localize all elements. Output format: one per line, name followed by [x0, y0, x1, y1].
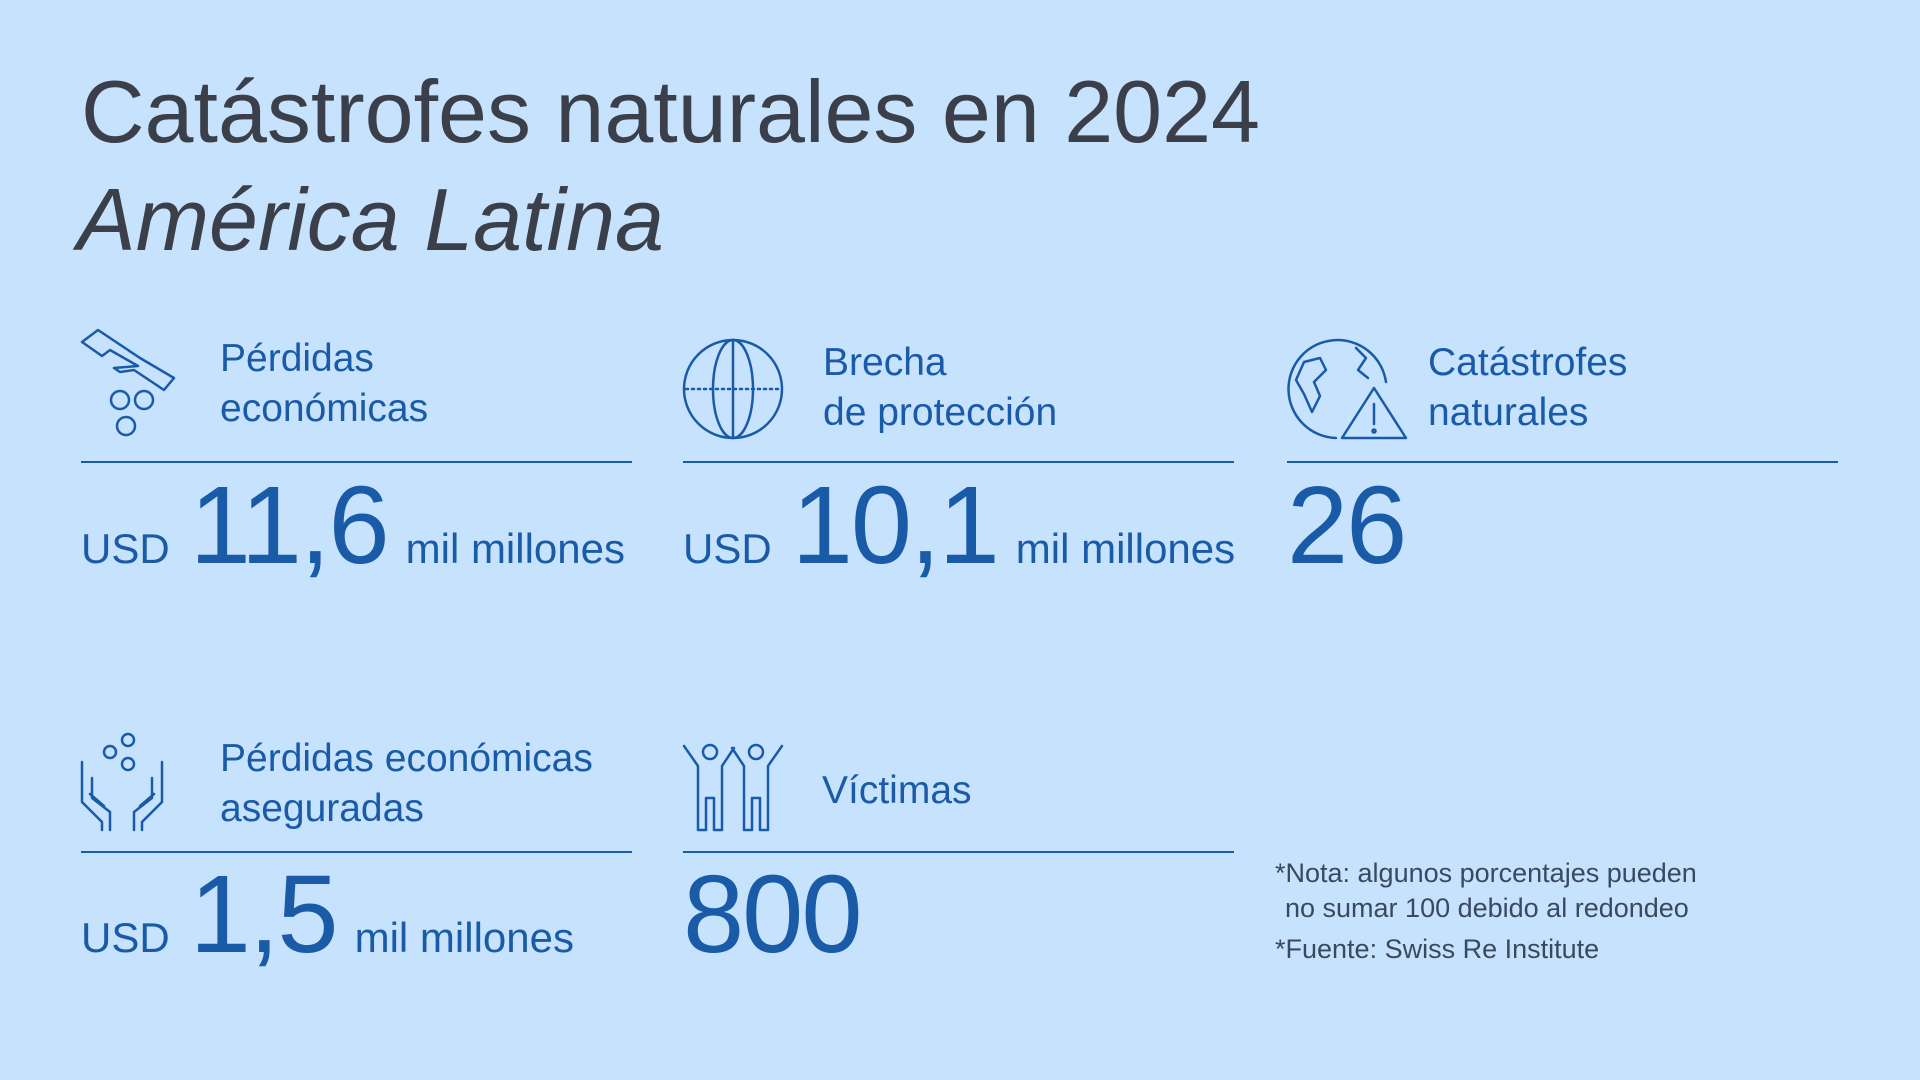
icon-insured — [80, 732, 164, 832]
label-line: Catástrofes — [1428, 341, 1628, 384]
stat-label: Pérdidas económicas aseguradas — [220, 734, 593, 834]
icon-losses — [80, 328, 176, 437]
number: 26 — [1287, 464, 1407, 587]
subtitle: América Latina — [77, 170, 664, 269]
divider — [1287, 461, 1838, 463]
note: *Nota: algunos porcentajes pueden — [1275, 858, 1697, 888]
note: no sumar 100 debido al redondeo — [1285, 893, 1689, 923]
number: 1,5 — [189, 853, 339, 976]
note: *Fuente: Swiss Re Institute — [1275, 934, 1600, 964]
icon-globe — [682, 338, 784, 440]
icon-catastrophe — [1287, 338, 1408, 440]
number: 11,6 — [189, 464, 390, 587]
stat-label: Pérdidas económicas — [220, 334, 428, 434]
stat-value: 26 — [1287, 464, 1407, 587]
divider — [683, 851, 1234, 853]
number: 10,1 — [791, 464, 1000, 587]
title: Catástrofes naturales en 2024 — [81, 62, 1260, 161]
divider — [81, 461, 632, 463]
label-line: Víctimas — [822, 769, 972, 812]
label-line: económicas — [220, 387, 429, 430]
divider — [81, 851, 632, 853]
stat-value: USD 1,5 mil millones — [81, 860, 574, 970]
suffix: mil millones — [405, 525, 625, 572]
stat-value: USD 11,6 mil millones — [81, 471, 625, 581]
suffix: mil millones — [1015, 525, 1236, 572]
label-line: naturales — [1428, 391, 1589, 434]
prefix: USD — [683, 525, 772, 572]
label-line: Brecha — [823, 341, 947, 384]
stat-label: Víctimas — [822, 766, 972, 816]
label-line: Pérdidas económicas — [220, 737, 593, 780]
stat-label: Catástrofes naturales — [1428, 338, 1627, 438]
prefix: USD — [81, 525, 170, 572]
stat-label: Brecha de protección — [823, 338, 1057, 438]
stat-value: 800 — [683, 853, 863, 976]
label-line: Pérdidas — [220, 337, 374, 380]
number: 800 — [683, 853, 863, 976]
label-line: aseguradas — [220, 787, 424, 830]
stat-value: USD 10,1 mil millones — [683, 471, 1235, 581]
prefix: USD — [81, 914, 170, 961]
divider — [683, 461, 1234, 463]
icon-victims — [682, 743, 784, 832]
suffix: mil millones — [354, 914, 574, 961]
label-line: de protección — [823, 391, 1058, 434]
